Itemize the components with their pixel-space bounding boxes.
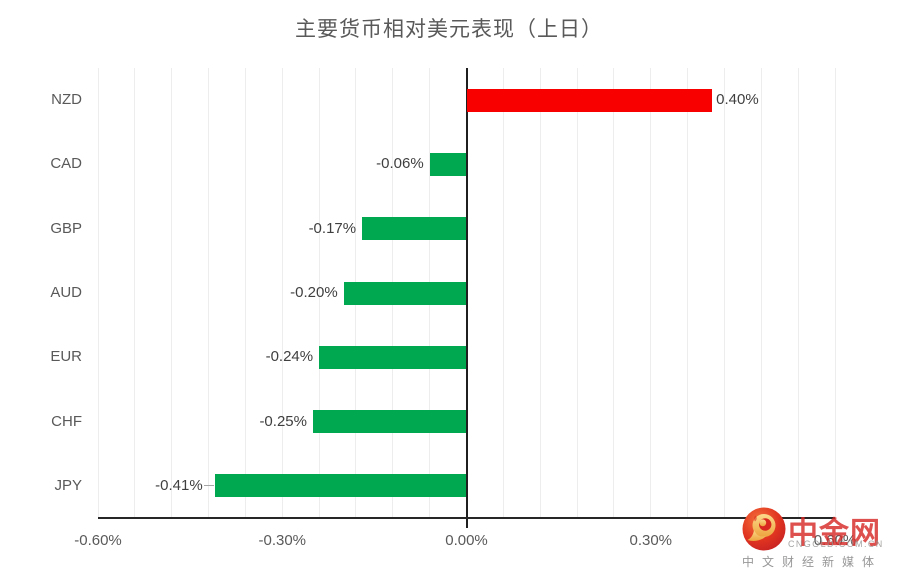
chart-title: 主要货币相对美元表现（上日） xyxy=(295,17,603,41)
cngold-domain-text: CNGOLD.COM.CN xyxy=(788,539,884,549)
x-tick-label: 0.30% xyxy=(629,532,673,549)
x-axis-line xyxy=(98,517,835,519)
gridline xyxy=(723,68,725,518)
bar-chf xyxy=(312,410,467,434)
gridline xyxy=(760,68,762,518)
gridline xyxy=(171,68,173,518)
bar-value-label: -0.06% xyxy=(376,155,424,173)
cngold-brand-text: 中金网 xyxy=(788,517,881,550)
bar-jpy xyxy=(214,474,467,498)
cngold-logo-icon xyxy=(742,507,786,551)
bar-value-label: -0.41% xyxy=(155,476,203,494)
gridline xyxy=(502,68,504,518)
bar-value-label: -0.17% xyxy=(308,219,357,237)
category-label-aud: AUD xyxy=(50,284,82,301)
gridline xyxy=(797,68,799,518)
cngold-tagline-text: 中文财经新媒体 xyxy=(742,555,883,569)
bar-value-label: -0.20% xyxy=(290,284,338,301)
cngold-watermark: 中金网 CNGOLD.COM.CN 中文财经新媒体 xyxy=(740,504,896,570)
category-label-cad: CAD xyxy=(50,155,82,173)
label-leader-line xyxy=(203,485,214,487)
zero-axis-line xyxy=(465,68,468,528)
gridline xyxy=(208,68,210,518)
x-tick-label: 0.60% xyxy=(813,532,857,549)
gridline xyxy=(576,68,578,518)
bar-gbp xyxy=(362,217,467,241)
logo-swirl-icon xyxy=(747,514,776,541)
bar-cad xyxy=(429,152,467,176)
gridline xyxy=(244,68,246,518)
bar-aud xyxy=(343,281,467,305)
x-tick-label: -0.60% xyxy=(74,532,122,549)
gridline xyxy=(687,68,689,518)
gridline xyxy=(650,68,652,518)
gridline xyxy=(613,68,615,518)
category-label-eur: EUR xyxy=(50,348,82,366)
category-label-chf: CHF xyxy=(51,412,82,430)
gridline xyxy=(97,68,99,518)
bar-value-label: -0.24% xyxy=(265,348,314,366)
gridline xyxy=(281,68,283,518)
category-label-nzd: NZD xyxy=(51,91,82,109)
gridline xyxy=(134,68,136,518)
category-label-gbp: GBP xyxy=(50,219,82,237)
category-label-jpy: JPY xyxy=(54,476,82,494)
gridline xyxy=(539,68,541,518)
bar-value-label: -0.25% xyxy=(259,412,307,430)
bar-value-label: 0.40% xyxy=(716,91,759,109)
gridline xyxy=(318,68,320,518)
bar-eur xyxy=(319,345,467,369)
x-tick-label: -0.30% xyxy=(258,532,307,549)
bar-nzd xyxy=(466,88,713,112)
x-tick-label: 0.00% xyxy=(445,532,488,549)
gridline xyxy=(834,68,836,518)
